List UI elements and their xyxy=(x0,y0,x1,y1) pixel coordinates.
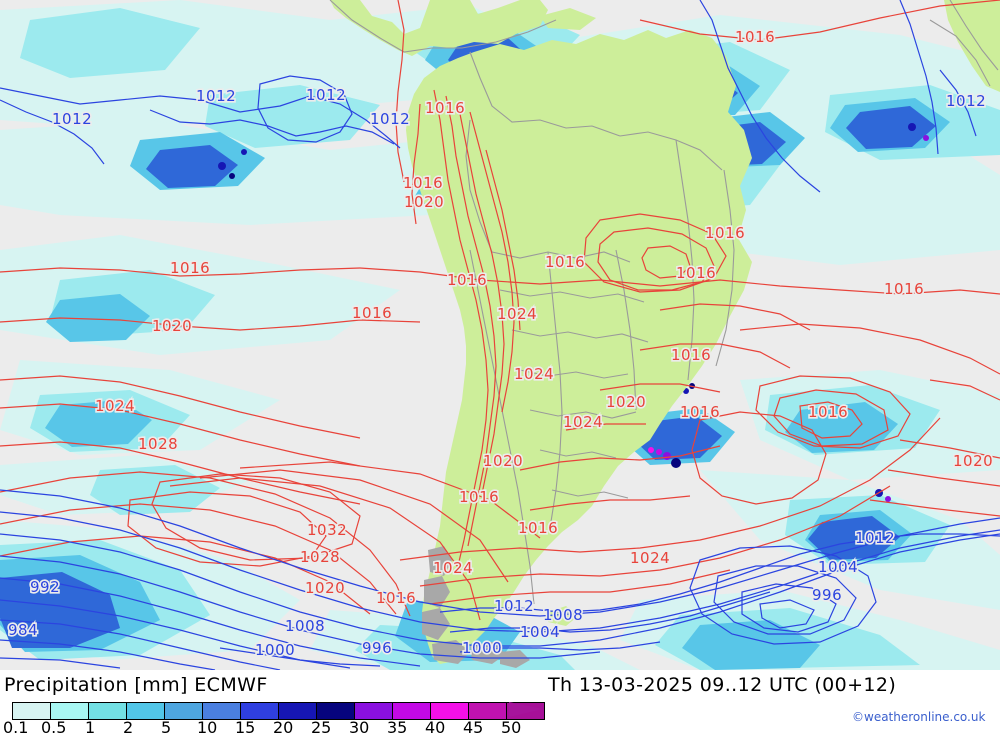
colorbar-tick: 25 xyxy=(311,718,332,737)
isobar-label: 1020 xyxy=(404,193,444,211)
colorbar-tick: 5 xyxy=(161,718,172,737)
isobar-label: 1016 xyxy=(671,346,711,364)
isobar-label: 1016 xyxy=(403,174,443,192)
footer-bar: Precipitation [mm] ECMWF Th 13-03-2025 0… xyxy=(0,670,1000,733)
precipitation-colorbar[interactable] xyxy=(12,702,545,720)
colorbar-tick: 35 xyxy=(387,718,408,737)
colorbar-tick: 30 xyxy=(349,718,370,737)
colorbar-tick: 20 xyxy=(273,718,294,737)
isobar-label: 1016 xyxy=(680,403,720,421)
colorbar-swatch xyxy=(127,703,165,719)
colorbar-swatch xyxy=(469,703,507,719)
country-borders xyxy=(329,0,999,605)
colorbar-tick: 15 xyxy=(235,718,256,737)
isobar-label: 1020 xyxy=(305,579,345,597)
isobar-label: 1024 xyxy=(563,413,603,431)
map-canvas[interactable]: 1016 1012 1012 1012 1012 1012 1016 1016 1020 1016… xyxy=(0,0,1000,670)
isobar-label: 1020 xyxy=(483,452,523,470)
colorbar-tick-labels: 0.1 0.5 1 2 5 10 15 20 25 30 35 40 45 50 xyxy=(0,719,600,737)
isobar-label: 1012 xyxy=(946,92,986,110)
colorbar-swatch xyxy=(431,703,469,719)
isobar-label: 1020 xyxy=(953,452,993,470)
isobar-label: 1024 xyxy=(630,549,670,567)
product-title: Precipitation [mm] ECMWF xyxy=(4,674,268,696)
isobar-label: 1024 xyxy=(514,365,554,383)
colorbar-swatch xyxy=(89,703,127,719)
isobar-label: 1016 xyxy=(808,403,848,421)
isobar-label: 1020 xyxy=(606,393,646,411)
isobar-label: 1016 xyxy=(425,99,465,117)
isobar-label: 1004 xyxy=(520,623,560,641)
isobar-label: 1004 xyxy=(818,558,858,576)
isobar-label: 1016 xyxy=(884,280,924,298)
colorbar-swatch xyxy=(13,703,51,719)
isobar-label: 1016 xyxy=(447,271,487,289)
colorbar-swatch xyxy=(355,703,393,719)
colorbar-tick: 10 xyxy=(197,718,218,737)
isobar-label: 1012 xyxy=(370,110,410,128)
isobar-label: 1012 xyxy=(306,86,346,104)
isobar-label: 1024 xyxy=(95,397,135,415)
colorbar-swatch xyxy=(317,703,355,719)
isobar-label: 1020 xyxy=(152,317,192,335)
isobar-label: 1016 xyxy=(459,488,499,506)
isobar-label: 1024 xyxy=(497,305,537,323)
isobar-label: 984 xyxy=(8,621,38,639)
colorbar-tick: 0.1 xyxy=(3,718,29,737)
isobar-label: 1012 xyxy=(52,110,92,128)
isobar-label: 1016 xyxy=(676,264,716,282)
isobar-label: 992 xyxy=(30,578,60,596)
isobars-low xyxy=(0,0,1000,670)
colorbar-tick: 45 xyxy=(463,718,484,737)
isobar-label: 1016 xyxy=(735,28,775,46)
colorbar-swatch xyxy=(279,703,317,719)
colorbar-tick: 40 xyxy=(425,718,446,737)
colorbar-tick: 1 xyxy=(85,718,96,737)
isobar-label: 1012 xyxy=(855,529,895,547)
isobars-high xyxy=(0,0,1000,621)
isobar-label: 1012 xyxy=(494,597,534,615)
colorbar-tick: 50 xyxy=(501,718,522,737)
copyright-notice: ©weatheronline.co.uk xyxy=(852,710,986,724)
colorbar-tick: 0.5 xyxy=(41,718,67,737)
isobar-label: 1012 xyxy=(196,87,236,105)
isobar-label: 1008 xyxy=(543,606,583,624)
isobar-label: 1016 xyxy=(518,519,558,537)
isobar-label: 1000 xyxy=(255,641,295,659)
colorbar-swatch xyxy=(203,703,241,719)
isobar-label: 1016 xyxy=(376,589,416,607)
isobar-label: 996 xyxy=(362,639,392,657)
isobar-label: 1024 xyxy=(433,559,473,577)
isobar-label: 1016 xyxy=(545,253,585,271)
colorbar-swatch xyxy=(51,703,89,719)
isobar-label: 1028 xyxy=(138,435,178,453)
isobar-label: 1000 xyxy=(462,639,502,657)
isobar-label: 1016 xyxy=(352,304,392,322)
colorbar-swatch xyxy=(165,703,203,719)
isobar-label: 1032 xyxy=(307,521,347,539)
isobar-label: 1028 xyxy=(300,548,340,566)
colorbar-tick: 2 xyxy=(123,718,134,737)
colorbar-swatch xyxy=(393,703,431,719)
isobar-label: 1016 xyxy=(170,259,210,277)
isobar-label: 1008 xyxy=(285,617,325,635)
colorbar-overflow-arrow xyxy=(509,702,543,717)
isobar-label: 1016 xyxy=(705,224,745,242)
colorbar-swatch xyxy=(241,703,279,719)
forecast-timestamp: Th 13-03-2025 09..12 UTC (00+12) xyxy=(548,674,897,696)
isobar-label: 996 xyxy=(812,586,842,604)
